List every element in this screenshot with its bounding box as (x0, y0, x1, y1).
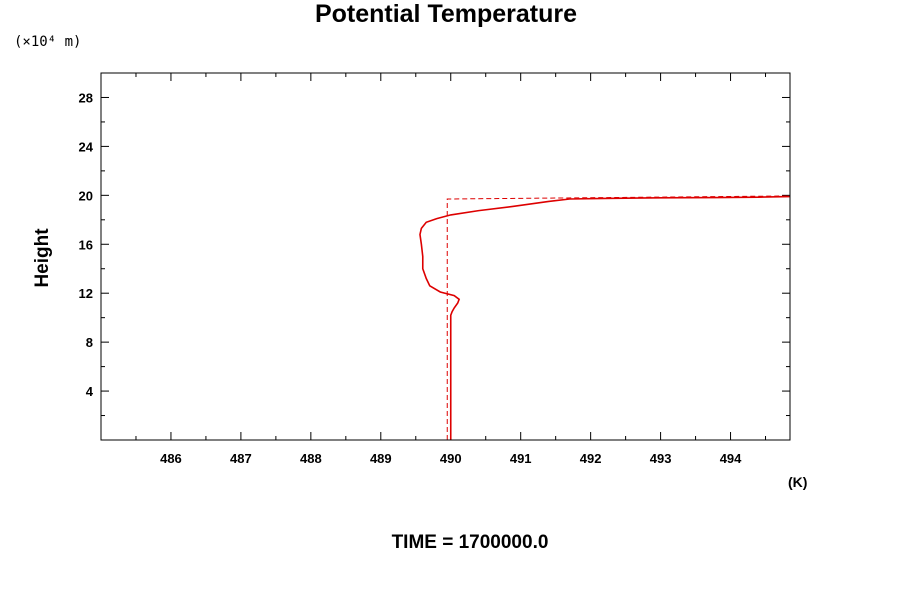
series-lines (419, 195, 791, 440)
series-line-solid (419, 195, 791, 440)
x-tick-label: 491 (510, 451, 532, 466)
y-tick-label: 12 (79, 286, 93, 301)
y-axis-unit: (×10⁴ m) (14, 34, 82, 50)
x-tick-label: 492 (580, 451, 602, 466)
y-tick-label: 28 (79, 90, 93, 105)
x-axis-unit: (K) (788, 474, 808, 490)
x-tick-label: 488 (300, 451, 322, 466)
y-tick-label: 8 (86, 335, 93, 350)
y-tick-label: 4 (86, 384, 94, 399)
y-tick-label: 16 (79, 237, 93, 252)
y-tick-label: 20 (79, 188, 93, 203)
x-tick-label: 486 (160, 451, 182, 466)
time-footer: TIME = 1700000.0 (391, 532, 549, 553)
x-tick-label: 493 (650, 451, 672, 466)
x-tick-label: 490 (440, 451, 462, 466)
axis-ticks: 486 487 488 489 490 491 492 493 494 4 8 12 16 20 24 28 (79, 73, 790, 466)
series-line-dashed (446, 195, 791, 440)
chart-title: Potential Temperature (314, 0, 578, 28)
x-tick-label: 487 (230, 451, 252, 466)
y-tick-label: 24 (79, 139, 94, 154)
plot-frame (100, 72, 791, 441)
x-tick-label: 494 (720, 451, 742, 466)
x-tick-label: 489 (370, 451, 392, 466)
